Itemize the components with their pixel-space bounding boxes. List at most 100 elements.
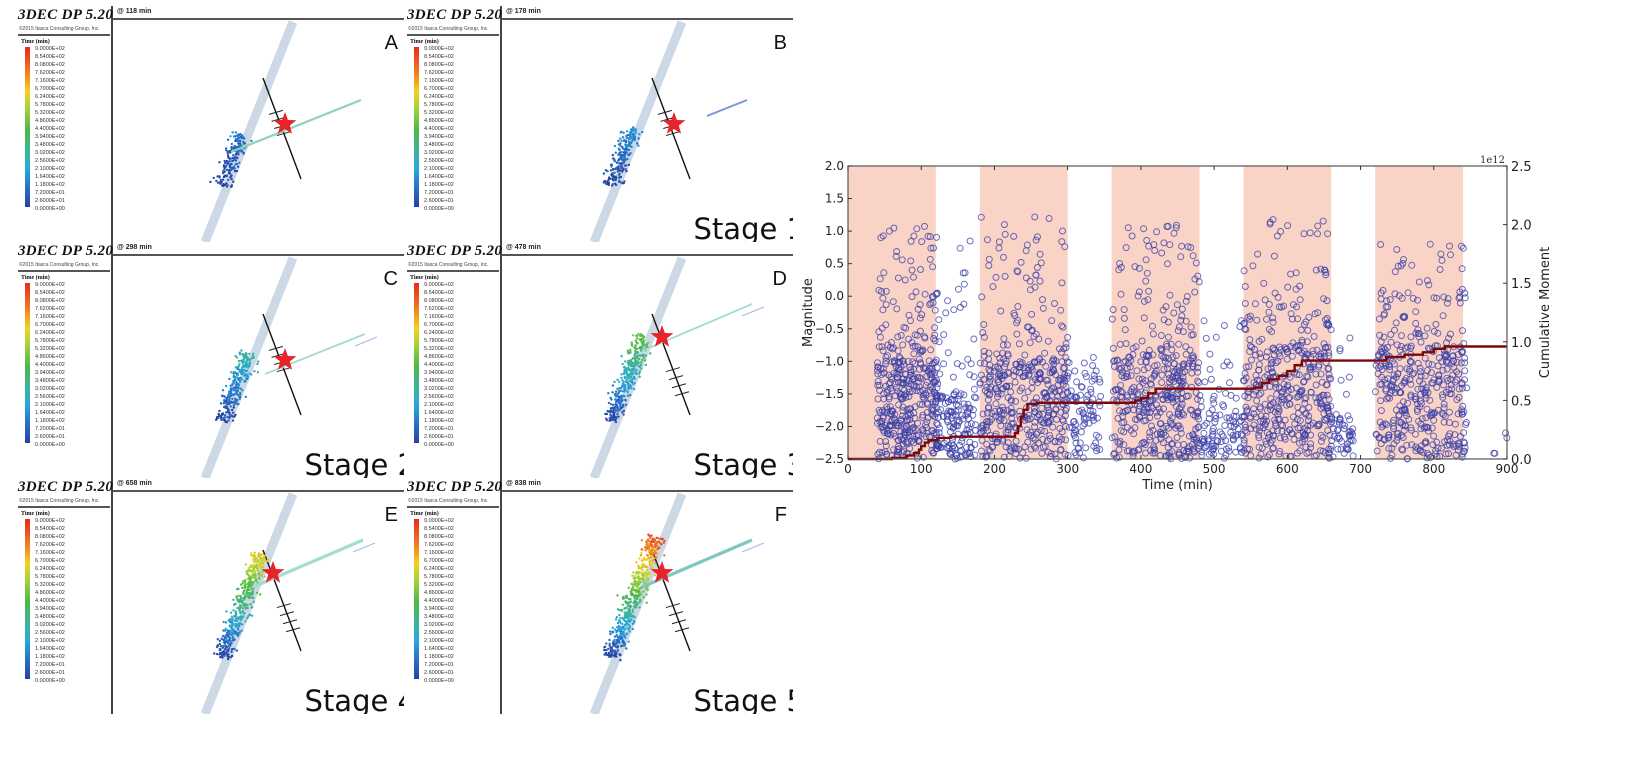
magnitude-point xyxy=(1337,376,1345,384)
seismic-event xyxy=(642,574,645,577)
legend-value-list: 9.0000E+02 8.5400E+02 8.0800E+02 7.6200E+02… xyxy=(424,45,454,213)
magnitude-point xyxy=(984,236,991,244)
magnitude-point xyxy=(927,299,935,307)
legend-value: 6.7000E+02 xyxy=(424,322,454,328)
magnitude-point xyxy=(1128,232,1136,240)
magnitude-point xyxy=(1379,421,1387,429)
magnitude-point xyxy=(1313,346,1321,354)
magnitude-point xyxy=(1110,387,1117,395)
legend-divider xyxy=(18,506,110,508)
seismic-event xyxy=(607,392,610,395)
magnitude-point xyxy=(1027,445,1035,453)
magnitude-point xyxy=(958,411,966,419)
perforation-tick xyxy=(282,619,298,625)
magnitude-point xyxy=(1175,340,1183,348)
seismic-event xyxy=(640,586,643,590)
seismic-event xyxy=(656,547,659,551)
magnitude-point xyxy=(1256,350,1264,358)
magnitude-point xyxy=(946,422,954,430)
magnitude-point xyxy=(902,393,910,401)
seismic-event xyxy=(633,354,636,357)
magnitude-point xyxy=(1333,434,1341,442)
magnitude-point xyxy=(1226,379,1233,387)
seismic-event xyxy=(620,630,623,633)
seismic-event xyxy=(623,607,626,610)
magnitude-point xyxy=(1311,310,1319,318)
seismic-event xyxy=(624,143,627,147)
seismic-event xyxy=(243,587,246,590)
seismic-event xyxy=(235,649,238,652)
magnitude-point xyxy=(1433,438,1441,446)
magnitude-point xyxy=(956,447,964,455)
seismic-event xyxy=(229,414,233,417)
magnitude-point xyxy=(1232,394,1240,402)
magnitude-point xyxy=(1137,358,1145,366)
magnitude-point xyxy=(1258,444,1266,452)
seismic-event xyxy=(641,569,644,572)
seismic-event xyxy=(222,416,225,420)
magnitude-point xyxy=(1248,343,1256,351)
magnitude-point xyxy=(1459,327,1466,335)
magnitude-point xyxy=(937,394,945,402)
seismic-event xyxy=(634,345,637,349)
magnitude-point xyxy=(1037,427,1045,435)
magnitude-point xyxy=(1197,397,1205,405)
seismic-event xyxy=(603,646,606,649)
magnitude-point xyxy=(1330,425,1338,433)
magnitude-point xyxy=(1001,230,1009,238)
magnitude-point xyxy=(1176,425,1184,433)
seismic-event xyxy=(232,180,235,183)
seismic-event xyxy=(241,609,244,613)
magnitude-point xyxy=(1459,244,1467,252)
magnitude-point xyxy=(898,395,906,403)
seismic-event xyxy=(616,405,619,409)
magnitude-point xyxy=(1200,317,1208,325)
magnitude-point xyxy=(1424,277,1431,285)
magnitude-point xyxy=(1459,402,1467,410)
seismic-event xyxy=(617,153,620,156)
magnitude-point xyxy=(1317,265,1325,273)
magnitude-point xyxy=(981,360,988,367)
seismic-event xyxy=(613,628,617,631)
magnitude-point xyxy=(1443,358,1450,366)
magnitude-point xyxy=(1169,353,1177,361)
seismic-event xyxy=(629,351,632,354)
magnitude-point xyxy=(914,374,922,382)
magnitude-point xyxy=(1424,424,1432,432)
seismic-event xyxy=(633,621,636,624)
seismic-event xyxy=(243,380,246,383)
magnitude-point xyxy=(1269,445,1277,453)
legend-value: 3.9400E+02 xyxy=(35,370,65,376)
seismic-event xyxy=(619,169,622,172)
legend-value: 6.2400E+02 xyxy=(35,330,65,336)
seismic-event xyxy=(645,344,648,347)
legend-value: 9.0000E+02 xyxy=(424,46,454,52)
seismic-event xyxy=(618,609,622,612)
legend-value: 1.6400E+02 xyxy=(35,410,65,416)
magnitude-point xyxy=(1055,433,1063,441)
legend-value: 3.4800E+02 xyxy=(424,378,454,384)
seismic-event xyxy=(624,403,628,406)
magnitude-point xyxy=(1209,427,1217,435)
color-legend: 3DEC DP 5.20 ©2015 Itasca Consulting Gro… xyxy=(404,478,502,714)
magnitude-point xyxy=(1306,366,1314,374)
seismic-event xyxy=(663,539,666,543)
magnitude-point xyxy=(1161,358,1169,366)
magnitude-point xyxy=(1092,439,1100,447)
magnitude-point xyxy=(970,335,978,343)
seismic-event xyxy=(229,611,233,614)
model-view: @ 298 min C Stage 2 xyxy=(113,242,404,478)
magnitude-point xyxy=(1031,283,1039,291)
injection-point-star-icon xyxy=(273,348,297,370)
magnitude-point xyxy=(889,407,897,415)
magnitude-point xyxy=(1060,374,1068,382)
seismic-event xyxy=(628,135,632,138)
magnitude-point xyxy=(927,244,935,252)
seismic-event xyxy=(620,373,623,376)
magnitude-point xyxy=(1240,267,1248,275)
magnitude-point xyxy=(1428,424,1436,432)
magnitude-point xyxy=(1057,408,1065,416)
seismic-event xyxy=(636,585,639,588)
seismic-event xyxy=(225,421,228,424)
magnitude-point xyxy=(1061,364,1068,372)
